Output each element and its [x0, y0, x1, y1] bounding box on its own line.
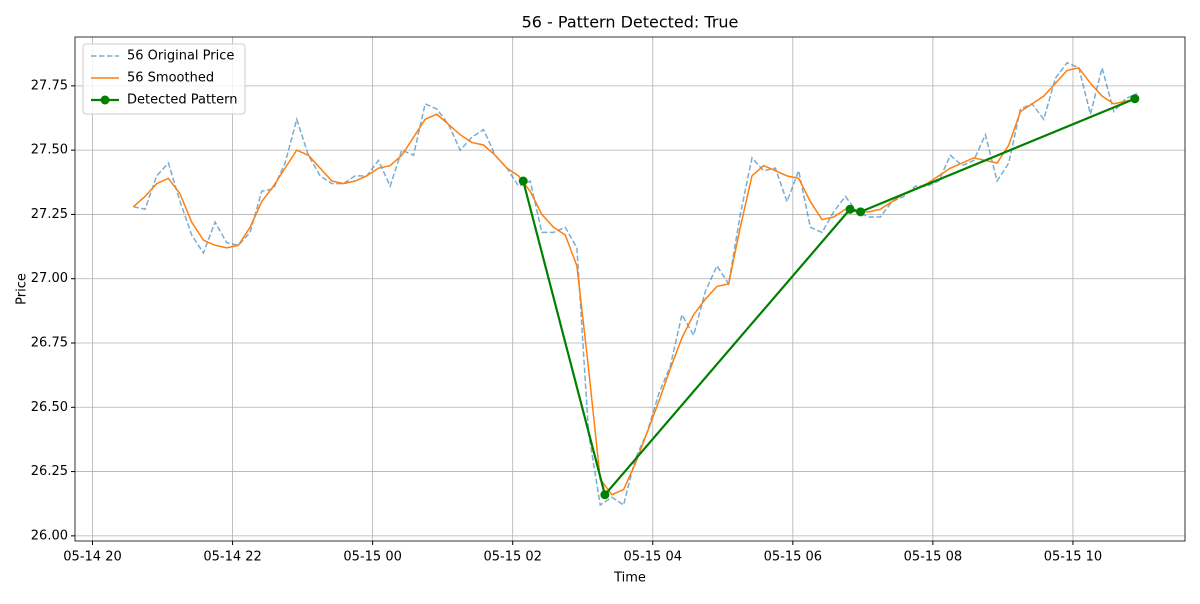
legend-box — [82, 43, 246, 115]
x-tick-label: 05-15 08 — [904, 550, 962, 565]
legend: 56 Original Price 56 Smoothed Detected Pat… — [82, 43, 246, 115]
x-tick-label: 05-15 02 — [483, 550, 541, 565]
y-tick-label: 27.50 — [31, 143, 68, 158]
chart-title: 56 - Pattern Detected: True — [522, 13, 739, 32]
x-tick-label: 05-14 20 — [63, 550, 121, 565]
legend-label: 56 Original Price — [127, 49, 234, 64]
pattern-point — [845, 204, 855, 214]
pattern-point — [856, 207, 866, 217]
x-axis-label: Time — [613, 571, 646, 586]
x-tick-label: 05-15 10 — [1044, 550, 1102, 565]
x-tick-label: 05-15 06 — [764, 550, 822, 565]
y-tick-label: 26.00 — [31, 528, 68, 543]
x-tick-label: 05-15 04 — [624, 550, 682, 565]
y-tick-label: 27.75 — [31, 78, 68, 93]
pattern-point — [600, 490, 610, 500]
series-line — [132, 67, 1138, 496]
legend-marker — [100, 95, 110, 105]
pattern-point — [1130, 94, 1140, 104]
legend-label: 56 Smoothed — [127, 71, 214, 86]
y-axis-label: Price — [15, 273, 30, 305]
series-line — [522, 97, 1136, 498]
y-tick-label: 26.75 — [31, 336, 68, 351]
x-tick-label: 05-15 00 — [343, 550, 401, 565]
series-line — [133, 61, 1138, 507]
pattern-point — [518, 176, 528, 186]
legend-label: Detected Pattern — [127, 93, 238, 108]
y-tick-label: 26.25 — [31, 464, 68, 479]
plot-frame — [74, 36, 1186, 542]
y-tick-label: 27.25 — [31, 207, 68, 222]
x-tick-label: 05-14 22 — [203, 550, 261, 565]
y-tick-label: 26.50 — [31, 400, 68, 415]
y-tick-label: 27.00 — [31, 271, 68, 286]
